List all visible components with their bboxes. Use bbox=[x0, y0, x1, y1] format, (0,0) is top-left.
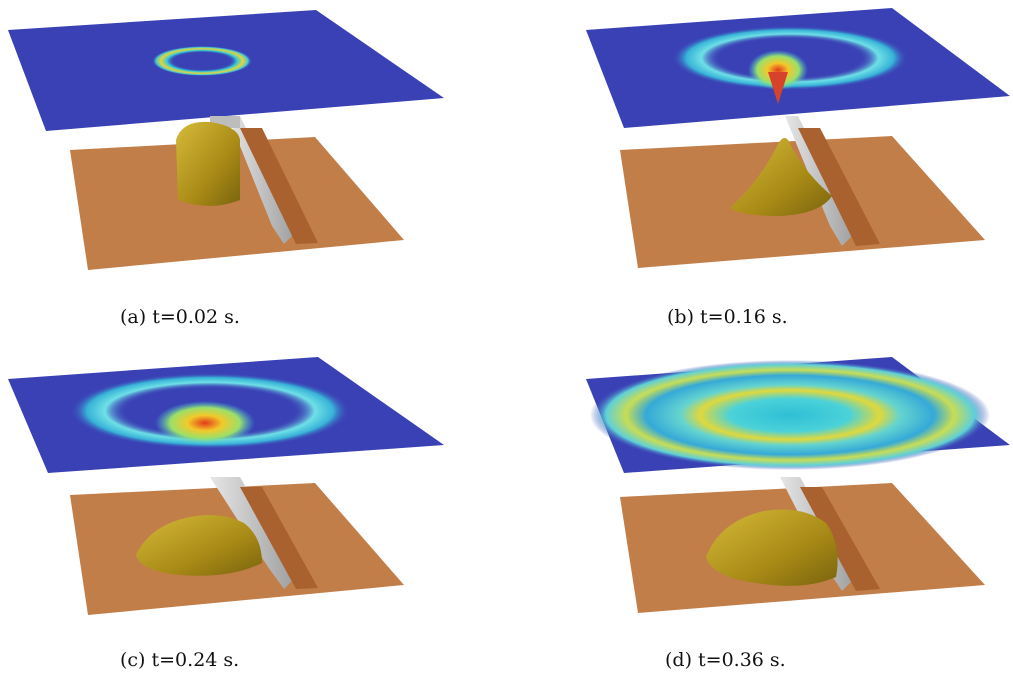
ground-plane bbox=[70, 137, 404, 270]
panel-d-visualization bbox=[586, 357, 1010, 613]
panel-b-visualization bbox=[586, 8, 1010, 268]
fluid-column bbox=[176, 121, 240, 206]
fluid-spread bbox=[136, 515, 262, 576]
surface-ripple bbox=[590, 360, 990, 470]
surface-ripple bbox=[152, 46, 252, 76]
surface-hotspot bbox=[155, 401, 255, 445]
channel-floor bbox=[800, 487, 880, 591]
fluid-mound bbox=[730, 138, 832, 216]
channel-wall bbox=[785, 116, 856, 246]
panel-c-visualization bbox=[8, 357, 444, 615]
fluid-spread bbox=[706, 509, 838, 586]
panel-d: (d) t=0.36 s. bbox=[580, 345, 1013, 693]
panel-a: (a) t=0.02 s. bbox=[0, 0, 470, 350]
panel-d-caption: (d) t=0.36 s. bbox=[665, 649, 786, 671]
channel-floor bbox=[798, 128, 880, 246]
channel-wall bbox=[228, 116, 296, 244]
surface-depression bbox=[748, 50, 808, 90]
panel-b: (b) t=0.16 s. bbox=[580, 0, 1013, 350]
panel-c-caption: (c) t=0.24 s. bbox=[120, 649, 240, 671]
panel-c: (c) t=0.24 s. bbox=[0, 345, 470, 693]
channel-floor bbox=[240, 128, 318, 244]
panel-a-caption: (a) t=0.02 s. bbox=[120, 306, 240, 328]
panel-b-caption: (b) t=0.16 s. bbox=[667, 306, 788, 328]
surface-spike bbox=[768, 72, 788, 104]
channel-floor bbox=[240, 487, 318, 589]
panel-a-visualization bbox=[8, 10, 444, 270]
